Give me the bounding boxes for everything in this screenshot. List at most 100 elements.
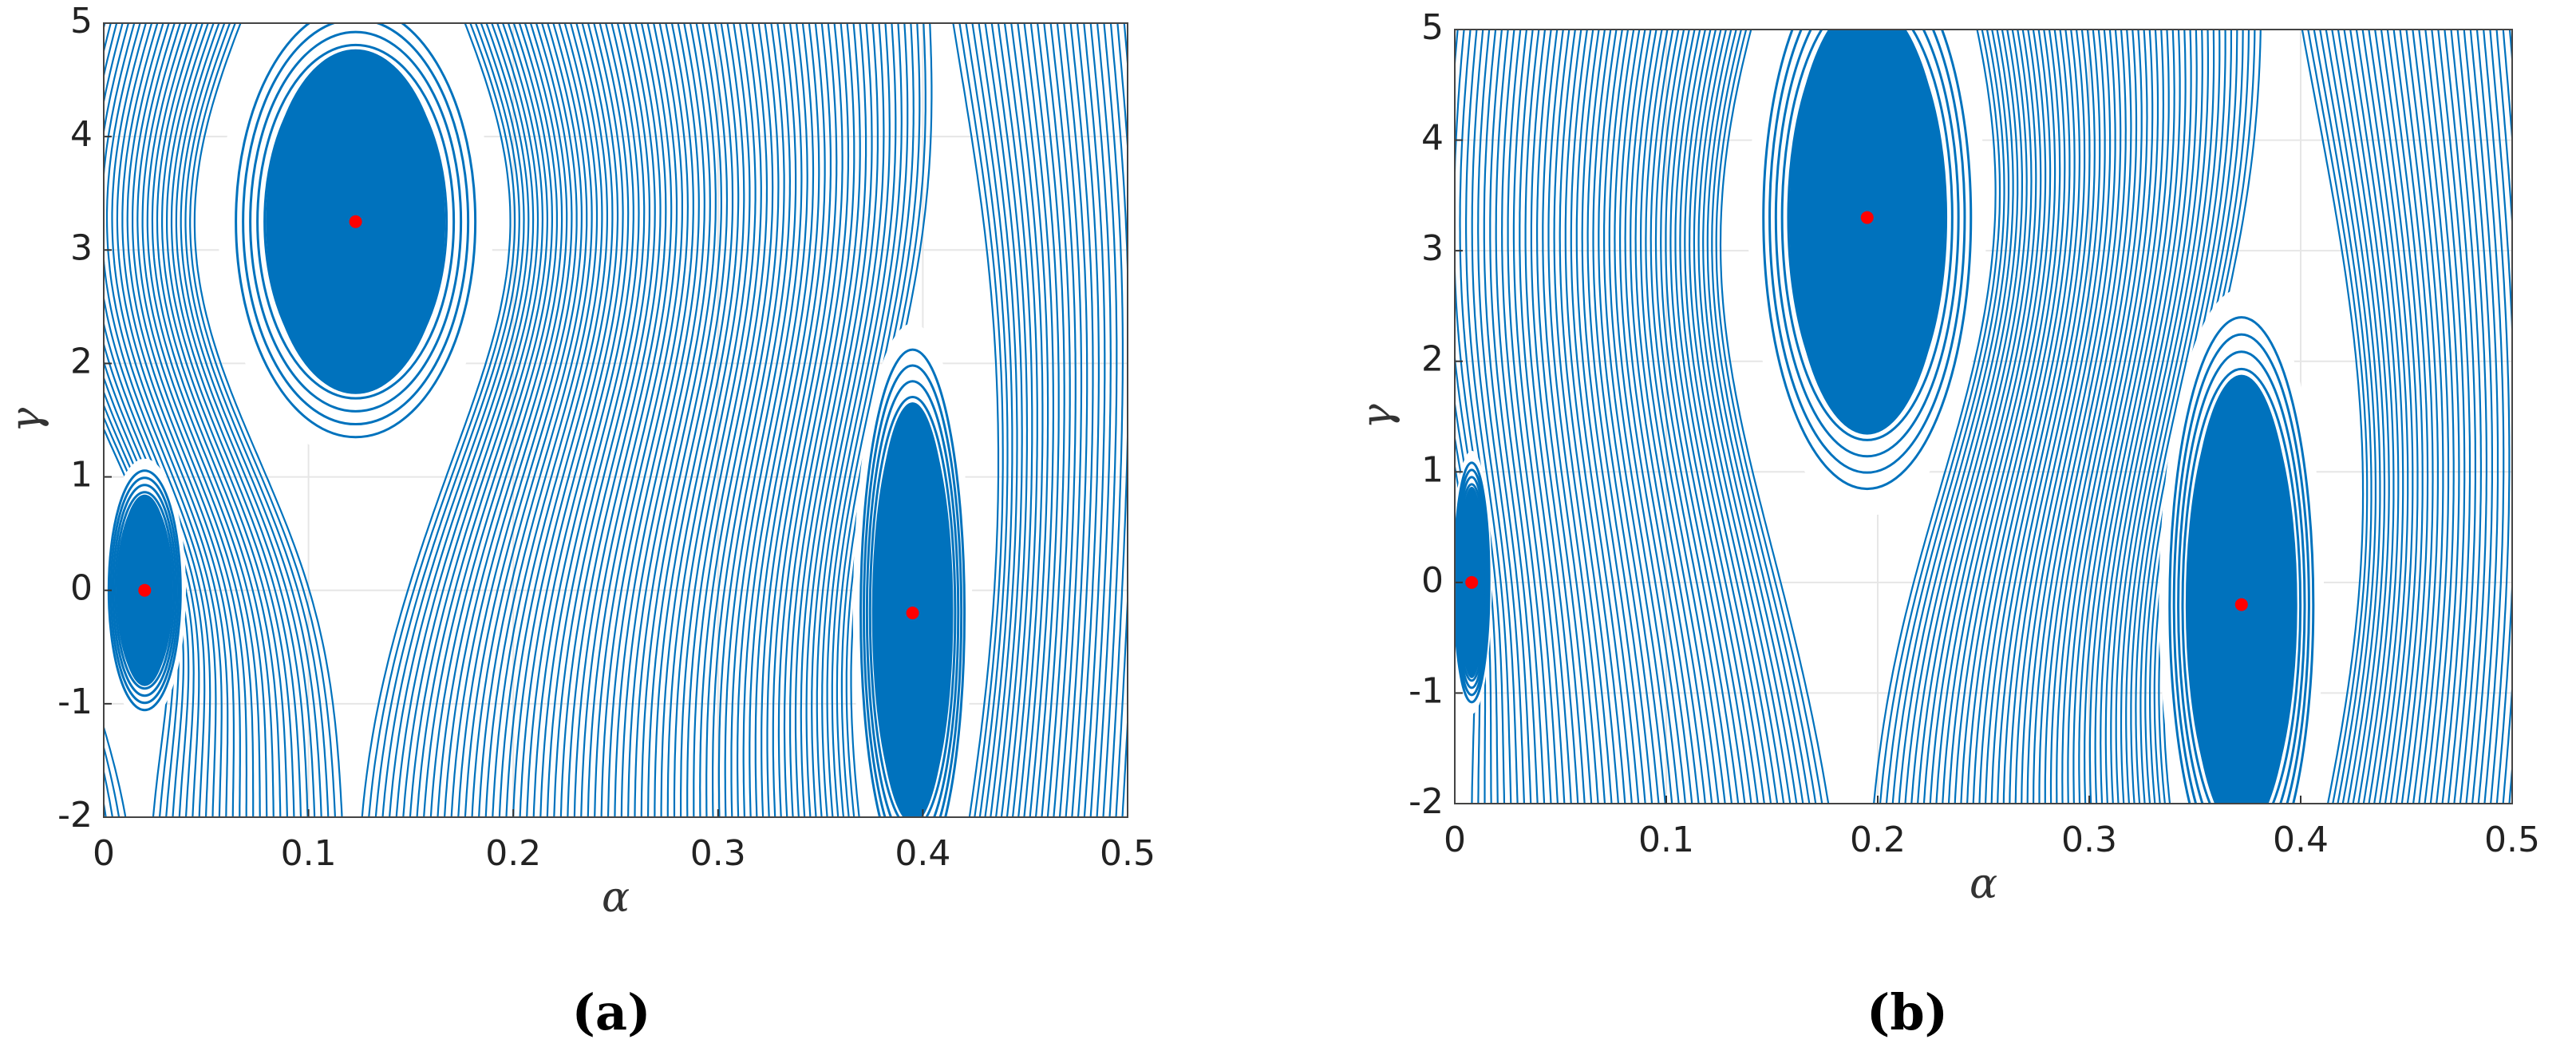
streamline (2562, 22, 2576, 807)
streamline (2078, 30, 2165, 804)
streamline (416, 23, 549, 817)
streamline (2380, 30, 2424, 804)
y-tick-label: 4 (1421, 118, 1444, 159)
x-tick-label: 0.4 (2273, 820, 2329, 860)
orbit (2172, 333, 2310, 804)
streamline (121, 23, 241, 817)
orbit (2177, 350, 2306, 804)
streamline (2469, 30, 2499, 804)
streamline (654, 23, 734, 817)
streamline (2061, 30, 2148, 804)
streamline (1542, 30, 1599, 804)
streamline (381, 23, 525, 817)
streamline (1010, 23, 1044, 817)
x-tick-label: 0 (93, 833, 115, 874)
streamline (1029, 23, 1060, 817)
streamline (1719, 30, 1830, 804)
streamline (2049, 30, 2138, 804)
streamline (104, 23, 211, 817)
streamline (2569, 22, 2576, 807)
streamline (2038, 30, 2127, 804)
streamline (478, 23, 593, 817)
streamline (1898, 30, 2014, 804)
streamline (1702, 30, 1804, 804)
streamline (978, 23, 1018, 817)
y-tick-label: 1 (1421, 449, 1444, 490)
streamline (532, 23, 634, 817)
streamline (587, 23, 678, 817)
streamline (705, 23, 780, 817)
streamline (2014, 30, 2106, 804)
streamline (2424, 30, 2460, 804)
streamline (777, 23, 850, 817)
x-tick-label: 0.5 (1100, 833, 1156, 874)
streamline (2386, 30, 2429, 804)
streamline (2125, 30, 2215, 804)
streamline (800, 23, 873, 817)
streamline (620, 23, 705, 817)
streamline (660, 23, 740, 817)
streamline (1128, 15, 1147, 820)
streamline (402, 23, 539, 817)
streamline (1972, 30, 2071, 804)
streamline (2033, 30, 2122, 804)
streamline (1997, 30, 2091, 804)
orbit (113, 491, 176, 690)
y-axis-label: γ (1353, 404, 1401, 429)
orbit (2168, 316, 2315, 804)
streamline (1660, 30, 1746, 804)
streamline (374, 23, 520, 817)
streamline (1500, 30, 1552, 804)
x-tick-label: 0.4 (895, 833, 950, 874)
streamline (1161, 15, 1179, 820)
axes-frame (1454, 29, 2513, 804)
streamline (1885, 30, 2005, 804)
streamline (614, 23, 700, 817)
streamline (1524, 30, 1579, 804)
streamline (634, 23, 717, 817)
streamline (1559, 30, 1620, 804)
streamline (647, 23, 729, 817)
streamline (2374, 30, 2419, 804)
streamline (2021, 30, 2112, 804)
streamline (2313, 30, 2373, 804)
streamline (1115, 23, 1128, 817)
streamline (783, 23, 855, 817)
streamline (512, 23, 619, 817)
streamline (2475, 30, 2505, 804)
streamline (395, 23, 535, 817)
streamline (1089, 23, 1112, 817)
streamline (580, 23, 673, 817)
y-tick-label: 3 (1421, 228, 1444, 269)
streamline (789, 23, 861, 817)
streamline (2431, 30, 2466, 804)
y-tick-label: 5 (70, 1, 93, 41)
streamline (1063, 23, 1088, 817)
y-tick-label: 2 (70, 341, 93, 381)
streamline (2009, 30, 2101, 804)
streamline (1564, 30, 1626, 804)
streamline (1693, 30, 1792, 804)
streamline (1102, 23, 1124, 817)
streamline (1036, 23, 1065, 817)
y-tick-label: -2 (57, 795, 93, 836)
streamline (811, 23, 885, 817)
streamline (2361, 30, 2409, 804)
streamline (104, 389, 184, 817)
streamlines (1455, 22, 2576, 807)
streamline (1023, 23, 1054, 817)
x-tick-label: 0.2 (1850, 820, 1906, 860)
equilibrium-point (2234, 598, 2248, 611)
streamline (2549, 22, 2569, 807)
streamline (952, 23, 1000, 817)
streamline (1108, 23, 1128, 817)
equilibrium-point (349, 215, 362, 228)
orbit (862, 364, 963, 817)
equilibrium-point (1860, 211, 1874, 224)
streamline (2083, 30, 2170, 804)
streamline (553, 23, 650, 817)
streamline (680, 23, 757, 817)
streamline (126, 23, 247, 817)
streamline (1175, 15, 1191, 820)
